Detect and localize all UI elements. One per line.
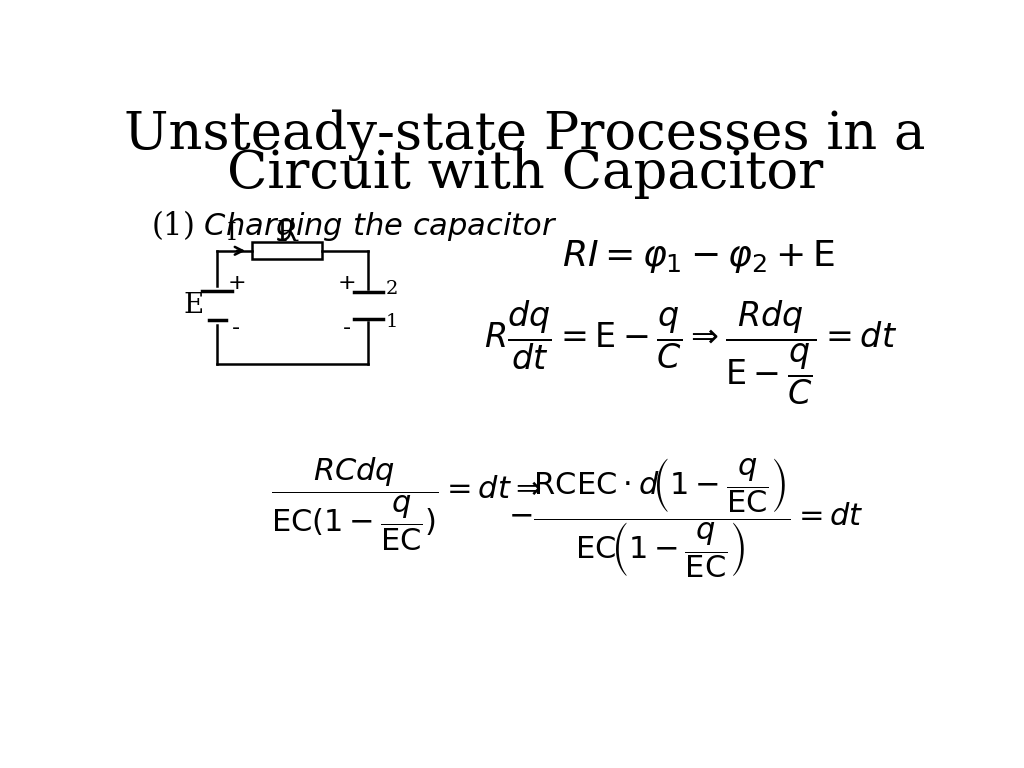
Text: +: +	[228, 273, 247, 293]
Text: -: -	[231, 318, 240, 338]
Text: Unsteady-state Processes in a: Unsteady-state Processes in a	[124, 110, 926, 161]
Text: $-\dfrac{\mathrm{RCEC} \cdot d\!\left(1 - \dfrac{q}{\mathrm{EC}}\right)}{\mathrm: $-\dfrac{\mathrm{RCEC} \cdot d\!\left(1 …	[508, 456, 863, 580]
Bar	[252, 243, 322, 260]
Text: $R\dfrac{dq}{dt} = \mathrm{E} - \dfrac{q}{C} \Rightarrow \dfrac{Rdq}{\mathrm{E} : $R\dfrac{dq}{dt} = \mathrm{E} - \dfrac{q…	[484, 299, 898, 407]
Text: -: -	[342, 318, 350, 338]
Text: 2: 2	[385, 280, 397, 298]
Text: 1: 1	[385, 313, 397, 330]
Text: (1) $\it{Charging\ the\ capacitor}$: (1) $\it{Charging\ the\ capacitor}$	[152, 207, 558, 243]
Text: +: +	[337, 273, 356, 293]
Text: $RI = \varphi_1 - \varphi_2 +\mathrm{E}$: $RI = \varphi_1 - \varphi_2 +\mathrm{E}$	[562, 238, 836, 276]
Text: $\dfrac{RCdq}{\mathrm{EC}(1 - \dfrac{q}{\mathrm{EC}})} = dt \Rightarrow$: $\dfrac{RCdq}{\mathrm{EC}(1 - \dfrac{q}{…	[271, 456, 542, 554]
Text: Circuit with Capacitor: Circuit with Capacitor	[226, 148, 823, 200]
Text: E: E	[183, 292, 204, 319]
Text: I: I	[226, 223, 236, 245]
Text: R: R	[276, 220, 297, 247]
